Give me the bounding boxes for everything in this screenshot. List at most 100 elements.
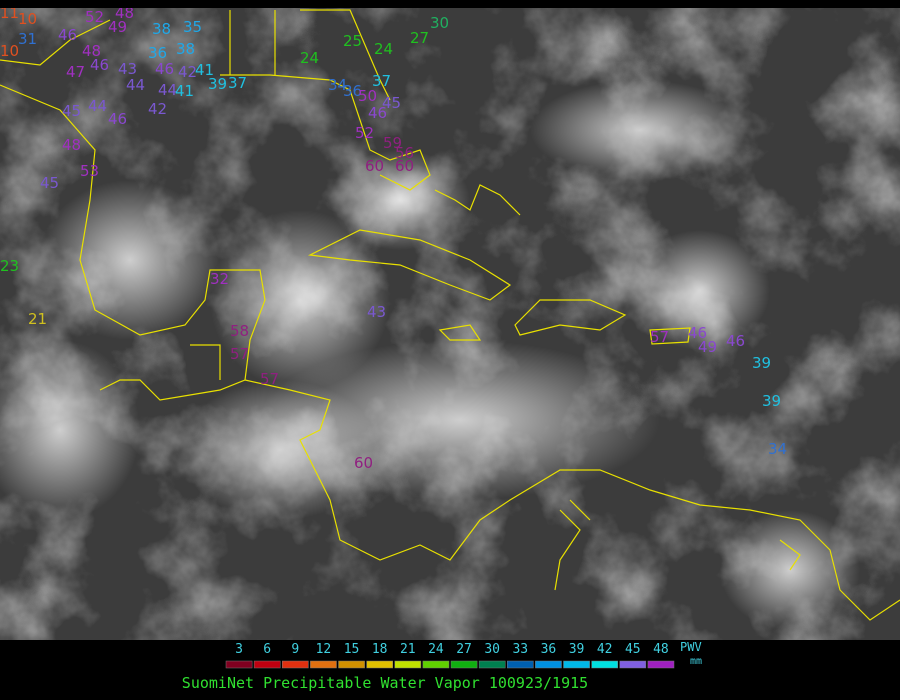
station-value: 46 — [726, 332, 745, 350]
station-value: 50 — [358, 87, 377, 105]
unit-name: PWV — [680, 640, 702, 654]
colorbar-swatch — [591, 660, 618, 669]
colorbar-swatch — [310, 660, 337, 669]
station-value: 44 — [88, 97, 107, 115]
station-value: 57 — [650, 328, 669, 346]
station-value: 52 — [355, 124, 374, 142]
top-border — [0, 0, 900, 8]
station-value: 48 — [115, 4, 134, 22]
colorbar-swatch — [225, 660, 253, 669]
station-value: 41 — [195, 61, 214, 79]
station-value: 32 — [210, 270, 229, 288]
colorbar-swatch — [282, 660, 309, 669]
station-value: 46 — [58, 26, 77, 44]
station-value: 36 — [148, 44, 167, 62]
station-value: 45 — [382, 94, 401, 112]
cloud-masses — [0, 80, 860, 630]
station-value: 44 — [158, 81, 177, 99]
colorbar-swatch — [366, 660, 393, 669]
colorbar-swatch — [647, 660, 675, 669]
station-value: 30 — [430, 14, 449, 32]
station-value: 45 — [40, 174, 59, 192]
station-value: 42 — [178, 63, 197, 81]
station-value: 49 — [108, 18, 127, 36]
station-value: 47 — [66, 63, 85, 81]
station-value: 24 — [374, 40, 393, 58]
station-value: 23 — [0, 257, 19, 275]
station-value: 43 — [118, 60, 137, 78]
station-value: 59 — [383, 134, 402, 152]
colorbar-tick-label: 15 — [344, 642, 360, 657]
colorbar-tick-label: 39 — [569, 642, 585, 657]
station-value: 48 — [62, 136, 81, 154]
colorbar-swatch — [422, 660, 450, 669]
colorbar-swatch — [478, 660, 506, 669]
station-value: 35 — [183, 18, 202, 36]
colorbar-tick-label: 42 — [597, 642, 613, 657]
station-value: 52 — [85, 8, 104, 26]
station-value: 45 — [62, 102, 81, 120]
station-value: 58 — [230, 322, 249, 340]
station-value: 46 — [90, 56, 109, 74]
station-value: 57 — [230, 345, 249, 363]
station-value: 38 — [152, 20, 171, 38]
colorbar-swatch — [535, 660, 562, 669]
station-value: 56 — [395, 144, 414, 162]
station-value: 41 — [175, 82, 194, 100]
colorbar-tick-label: 48 — [653, 642, 669, 657]
colorbar-swatch — [253, 660, 281, 669]
station-value: 25 — [343, 32, 362, 50]
colorbar-tick-label: 45 — [625, 642, 641, 657]
station-value: 49 — [698, 338, 717, 356]
station-value: 11 — [0, 4, 19, 22]
colorbar-tick-label: 36 — [541, 642, 557, 657]
station-value: 37 — [372, 72, 391, 90]
colorbar-swatch — [619, 660, 647, 669]
station-value: 46 — [368, 104, 387, 122]
colorbar-tick-label: 30 — [484, 642, 500, 657]
station-value: 34 — [768, 440, 787, 458]
station-value: 39 — [752, 354, 771, 372]
station-value: 34 — [328, 76, 347, 94]
station-value: 48 — [82, 42, 101, 60]
colorbar-tick-label: 6 — [263, 642, 271, 657]
colorbar-tick-label: 12 — [316, 642, 332, 657]
colorbar-swatch — [394, 660, 422, 669]
unit: mm — [690, 656, 702, 667]
station-value: 43 — [367, 303, 386, 321]
colorbar-swatch — [338, 660, 365, 669]
colorbar-tick-label: 18 — [372, 642, 388, 657]
bottom-panel — [0, 640, 900, 700]
station-value: 53 — [80, 162, 99, 180]
station-value: 37 — [228, 74, 247, 92]
colorbar-tick-label: 21 — [400, 642, 416, 657]
station-value: 36 — [343, 82, 362, 100]
station-value: 21 — [28, 310, 47, 328]
map-title: SuomiNet Precipitable Water Vapor 100923… — [182, 674, 588, 692]
colorbar-tick-label: 24 — [428, 642, 444, 657]
station-value: 46 — [108, 110, 127, 128]
station-value: 27 — [410, 29, 429, 47]
station-value: 46 — [155, 60, 174, 78]
station-value: 39 — [208, 75, 227, 93]
station-value: 42 — [148, 100, 167, 118]
colorbar-swatch — [450, 660, 478, 669]
station-value: 57 — [260, 370, 279, 388]
station-value: 10 — [18, 10, 37, 28]
colorbar-tick-label: 27 — [456, 642, 472, 657]
station-value: 60 — [395, 157, 414, 175]
station-value: 60 — [365, 157, 384, 175]
colorbar-swatch — [563, 660, 590, 669]
station-value: 31 — [18, 30, 37, 48]
coastlines — [0, 9, 900, 621]
station-value: 24 — [300, 49, 319, 67]
colorbar-swatch — [507, 660, 534, 669]
colorbar: 3 6 9 12 15 18 21 24 27 30 33 36 39 42 45 48 — [225, 642, 675, 669]
station-value: 46 — [688, 324, 707, 342]
colorbar-tick-label: 33 — [512, 642, 528, 657]
station-value: 38 — [176, 40, 195, 58]
station-value: 39 — [762, 392, 781, 410]
colorbar-tick-label: 3 — [235, 642, 243, 657]
